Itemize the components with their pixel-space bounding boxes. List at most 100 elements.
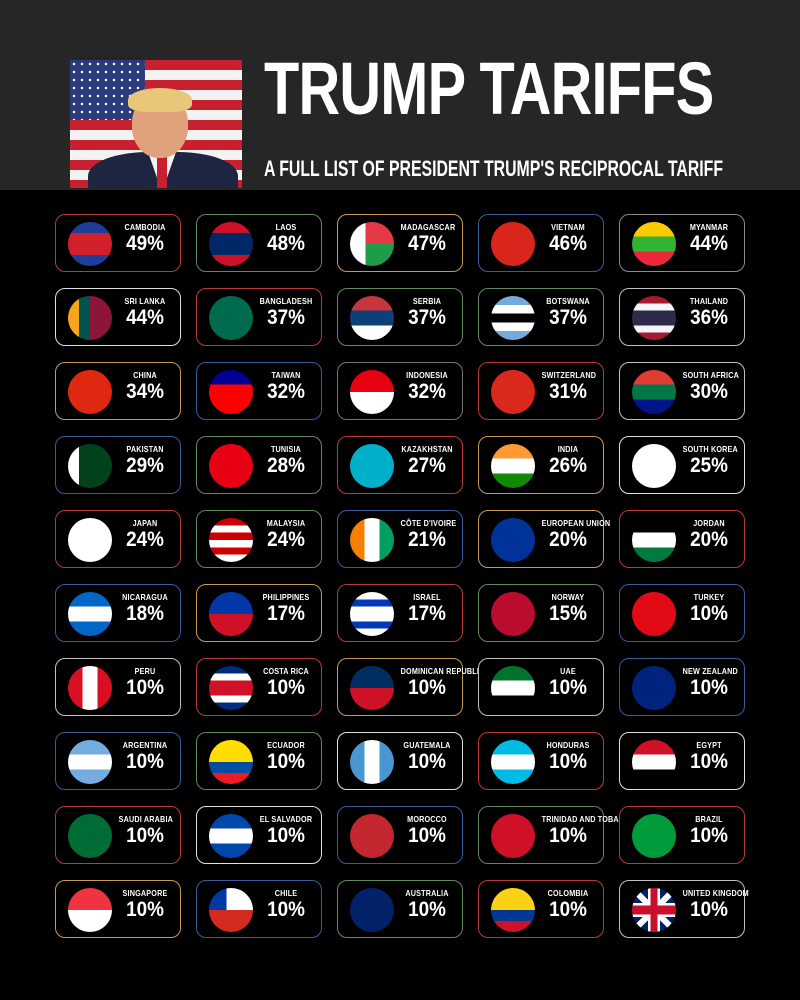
tariff-percent: 10% [126, 898, 164, 921]
tariff-percent: 10% [549, 750, 587, 773]
tariff-percent: 20% [690, 528, 728, 551]
country-name: LAOS [275, 222, 297, 232]
page-title: TRUMP TARIFFS [264, 47, 714, 130]
flag-icon [209, 518, 253, 562]
country-name: GUATEMALA [403, 740, 451, 750]
country-info: SERBIA 37% [396, 296, 458, 330]
flag-icon [350, 296, 394, 340]
country-name: JAPAN [132, 518, 158, 528]
country-info: JAPAN 24% [114, 518, 176, 552]
country-info: INDONESIA 32% [396, 370, 458, 404]
country-card: LAOS 48% [196, 214, 322, 272]
country-card: UAE 10% [478, 658, 604, 716]
us-flag-canton [70, 60, 145, 120]
flag-icon [632, 814, 676, 858]
flag-icon [68, 740, 112, 784]
country-card: ECUADOR 10% [196, 732, 322, 790]
tariff-percent: 48% [267, 232, 305, 255]
country-info: UNITED KINGDOM 10% [678, 888, 749, 922]
country-name: ARGENTINA [122, 740, 168, 750]
country-card: KAZAKHSTAN 27% [337, 436, 463, 494]
country-name: SINGAPORE [122, 888, 168, 898]
flag-icon [68, 444, 112, 488]
flag-icon [350, 592, 394, 636]
flag-icon [491, 518, 535, 562]
country-info: KAZAKHSTAN 27% [396, 444, 458, 478]
country-info: SINGAPORE 10% [114, 888, 176, 922]
country-info: DOMINICAN REPUBLIC 10% [396, 666, 485, 700]
flag-icon [350, 666, 394, 710]
country-info: PHILIPPINES 17% [255, 592, 317, 626]
country-name: EGYPT [696, 740, 722, 750]
tariff-percent: 24% [267, 528, 305, 551]
tariff-percent: 10% [690, 898, 728, 921]
country-card: NICARAGUA 18% [55, 584, 181, 642]
tariff-percent: 37% [408, 306, 446, 329]
header-banner: TRUMP TARIFFS A FULL LIST OF PRESIDENT T… [0, 0, 800, 190]
flag-icon [491, 370, 535, 414]
flag-icon [209, 814, 253, 858]
country-info: SWITZERLAND 31% [537, 370, 599, 404]
flag-icon [491, 592, 535, 636]
country-info: INDIA 26% [537, 444, 599, 478]
country-name: COSTA RICA [263, 666, 309, 676]
country-name: EL SALVADOR [259, 814, 313, 824]
flag-icon [350, 222, 394, 266]
country-info: CÔTE D'IVOIRE 21% [396, 518, 458, 552]
flag-icon [209, 666, 253, 710]
country-card: PERU 10% [55, 658, 181, 716]
country-card: COSTA RICA 10% [196, 658, 322, 716]
tariff-percent: 10% [690, 676, 728, 699]
flag-icon [209, 740, 253, 784]
tariff-percent: 28% [267, 454, 305, 477]
country-name: COLOMBIA [547, 888, 589, 898]
country-name: VIETNAM [551, 222, 585, 232]
country-info: ISRAEL 17% [396, 592, 458, 626]
country-name: SOUTH KOREA [682, 444, 738, 454]
flag-icon [350, 444, 394, 488]
country-card: MOROCCO 10% [337, 806, 463, 864]
country-name: NICARAGUA [122, 592, 168, 602]
tariff-percent: 46% [549, 232, 587, 255]
flag-icon [68, 222, 112, 266]
tariff-percent: 10% [126, 824, 164, 847]
country-name: UAE [560, 666, 576, 676]
tariff-percent: 10% [549, 898, 587, 921]
tariff-percent: 27% [408, 454, 446, 477]
tariff-percent: 25% [690, 454, 728, 477]
tariff-percent: 20% [549, 528, 587, 551]
tariff-percent: 18% [126, 602, 164, 625]
flag-icon [209, 592, 253, 636]
country-card: NEW ZEALAND 10% [619, 658, 745, 716]
country-name: MALAYSIA [266, 518, 306, 528]
country-card: NORWAY 15% [478, 584, 604, 642]
country-name: NORWAY [551, 592, 585, 602]
flag-icon [632, 592, 676, 636]
country-info: LAOS 48% [255, 222, 317, 256]
country-card: CÔTE D'IVOIRE 21% [337, 510, 463, 568]
country-info: THAILAND 36% [678, 296, 740, 330]
country-info: UAE 10% [537, 666, 599, 700]
flag-icon [68, 592, 112, 636]
country-name: INDIA [557, 444, 579, 454]
country-card: GUATEMALA 10% [337, 732, 463, 790]
country-name: EUROPEAN UNION [541, 518, 611, 528]
flag-icon [350, 888, 394, 932]
country-card: VIETNAM 46% [478, 214, 604, 272]
tariff-percent: 24% [126, 528, 164, 551]
flag-icon [632, 444, 676, 488]
country-name: TURKEY [693, 592, 725, 602]
country-info: MYANMAR 44% [678, 222, 740, 256]
country-name: BRAZIL [695, 814, 723, 824]
flag-icon [632, 740, 676, 784]
country-name: THAILAND [689, 296, 729, 306]
country-info: SOUTH KOREA 25% [678, 444, 740, 478]
country-info: SAUDI ARABIA 10% [114, 814, 176, 848]
country-info: TRINIDAD AND TOBAGO 10% [537, 814, 631, 848]
tariff-percent: 10% [408, 750, 446, 773]
country-name: BANGLADESH [259, 296, 313, 306]
country-card: MADAGASCAR 47% [337, 214, 463, 272]
flag-icon [68, 814, 112, 858]
flag-icon [209, 222, 253, 266]
country-card: EUROPEAN UNION 20% [478, 510, 611, 568]
